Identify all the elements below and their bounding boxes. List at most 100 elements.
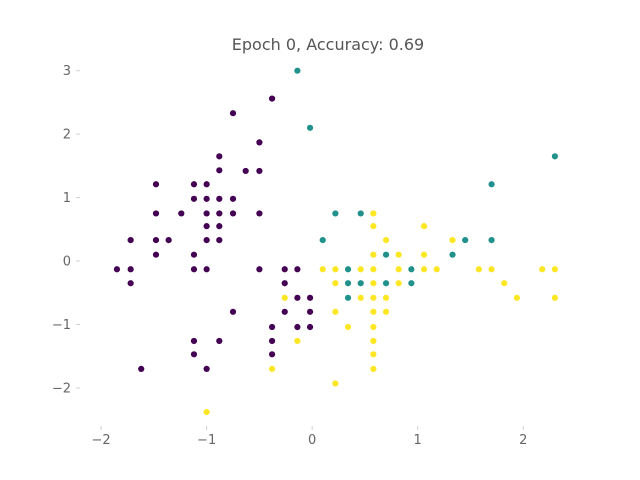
data-point: [357, 266, 364, 273]
data-point: [294, 294, 301, 301]
x-tick-label: −2: [92, 433, 111, 448]
data-point: [127, 280, 134, 287]
data-point: [216, 223, 223, 230]
data-point: [370, 223, 377, 230]
data-point: [203, 195, 210, 202]
data-point: [395, 251, 402, 258]
x-tick-label: 2: [519, 433, 527, 448]
data-point: [501, 280, 508, 287]
data-point: [306, 124, 314, 131]
data-point: [216, 167, 223, 174]
data-point: [551, 294, 558, 301]
data-point: [281, 294, 288, 301]
data-point: [203, 266, 210, 273]
data-point: [152, 251, 160, 258]
data-point: [420, 251, 428, 258]
data-point: [332, 308, 339, 315]
data-point: [268, 337, 276, 345]
data-point: [152, 181, 160, 188]
y-tick-label: −2: [52, 381, 71, 396]
data-point: [281, 308, 288, 315]
data-point: [203, 236, 210, 244]
data-point: [190, 251, 198, 258]
data-point: [449, 236, 456, 244]
data-point: [306, 308, 314, 315]
data-point: [113, 266, 121, 273]
data-point: [370, 351, 377, 358]
data-point: [256, 139, 263, 146]
data-point: [420, 266, 428, 273]
data-point: [551, 266, 558, 273]
data-point: [344, 280, 352, 287]
data-point: [408, 266, 415, 273]
data-point: [203, 223, 210, 230]
y-tick-label: −1: [52, 318, 71, 333]
data-point: [229, 195, 237, 202]
data-point: [203, 408, 210, 416]
data-point: [357, 280, 364, 287]
data-point: [370, 280, 377, 287]
data-point: [370, 294, 377, 301]
data-point: [203, 181, 210, 188]
data-point: [268, 365, 276, 372]
y-tick-label: 1: [63, 191, 71, 206]
data-point: [216, 153, 223, 160]
data-point: [256, 210, 263, 217]
data-point: [513, 294, 521, 301]
data-point: [256, 266, 263, 273]
data-point: [332, 280, 339, 287]
x-axis: −2 −1 0 1 2: [92, 426, 527, 448]
data-point: [306, 294, 314, 301]
data-point: [256, 167, 263, 175]
data-point: [462, 236, 469, 244]
x-tick-label: −1: [197, 433, 216, 448]
data-point: [370, 251, 377, 258]
data-point: [190, 337, 198, 345]
data-point: [551, 153, 558, 160]
data-point: [449, 251, 456, 258]
data-point: [203, 365, 210, 372]
series-1: [294, 67, 558, 301]
data-point: [539, 266, 546, 273]
data-point: [370, 337, 377, 345]
x-tick-label: 0: [308, 433, 316, 448]
data-point: [127, 266, 134, 273]
y-tick-label: 2: [63, 128, 71, 143]
data-point: [190, 181, 198, 188]
data-point: [344, 266, 352, 273]
data-point: [420, 223, 428, 230]
data-point: [165, 236, 172, 244]
data-points: [113, 67, 558, 416]
y-axis: −2 −1 0 1 2 3: [52, 64, 80, 396]
data-point: [216, 210, 223, 217]
data-point: [433, 266, 440, 273]
data-point: [357, 210, 364, 217]
data-point: [395, 266, 402, 273]
data-point: [152, 210, 160, 217]
data-point: [344, 323, 352, 331]
data-point: [475, 266, 483, 273]
data-point: [294, 337, 301, 345]
data-point: [382, 294, 390, 301]
data-point: [190, 195, 198, 202]
data-point: [138, 365, 145, 372]
series-2: [203, 210, 558, 416]
data-point: [382, 236, 390, 244]
data-point: [370, 210, 377, 217]
data-point: [344, 294, 352, 301]
data-point: [294, 266, 301, 273]
data-point: [216, 236, 223, 244]
data-point: [190, 351, 198, 358]
data-point: [242, 167, 249, 175]
data-point: [319, 266, 326, 273]
data-point: [395, 280, 402, 287]
data-point: [488, 181, 495, 188]
chart-title: Epoch 0, Accuracy: 0.69: [232, 35, 424, 54]
data-point: [152, 236, 160, 244]
data-point: [281, 280, 288, 287]
data-point: [488, 266, 495, 273]
data-point: [178, 210, 185, 217]
data-point: [319, 236, 326, 244]
data-point: [382, 308, 390, 315]
